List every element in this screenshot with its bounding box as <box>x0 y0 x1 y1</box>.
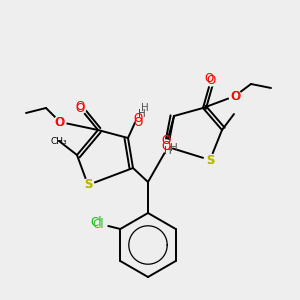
Text: O: O <box>75 101 85 115</box>
Text: O: O <box>134 112 142 124</box>
Circle shape <box>132 110 144 122</box>
Text: O: O <box>161 134 171 148</box>
Text: O: O <box>161 140 171 152</box>
Circle shape <box>74 102 86 114</box>
Text: S: S <box>206 154 214 166</box>
Text: O: O <box>75 100 85 112</box>
Circle shape <box>54 116 66 128</box>
Text: O: O <box>230 89 240 103</box>
Circle shape <box>229 90 241 102</box>
Text: CH₃: CH₃ <box>51 136 67 146</box>
Text: S: S <box>84 178 92 191</box>
Text: S: S <box>84 178 92 191</box>
Text: Cl: Cl <box>91 215 102 229</box>
Text: O: O <box>134 116 142 128</box>
Text: H: H <box>138 109 146 119</box>
Text: O: O <box>206 74 216 86</box>
Text: Cl: Cl <box>92 218 104 230</box>
Text: H: H <box>141 103 149 113</box>
Text: H: H <box>170 143 178 153</box>
Circle shape <box>204 154 216 166</box>
Text: O: O <box>231 89 241 103</box>
Text: H: H <box>164 146 172 156</box>
Text: O: O <box>204 71 214 85</box>
Text: O: O <box>54 116 64 128</box>
Text: O: O <box>56 116 64 128</box>
Circle shape <box>82 179 94 191</box>
Circle shape <box>205 74 217 86</box>
Circle shape <box>160 140 172 152</box>
Circle shape <box>90 216 106 232</box>
Text: S: S <box>206 154 214 166</box>
